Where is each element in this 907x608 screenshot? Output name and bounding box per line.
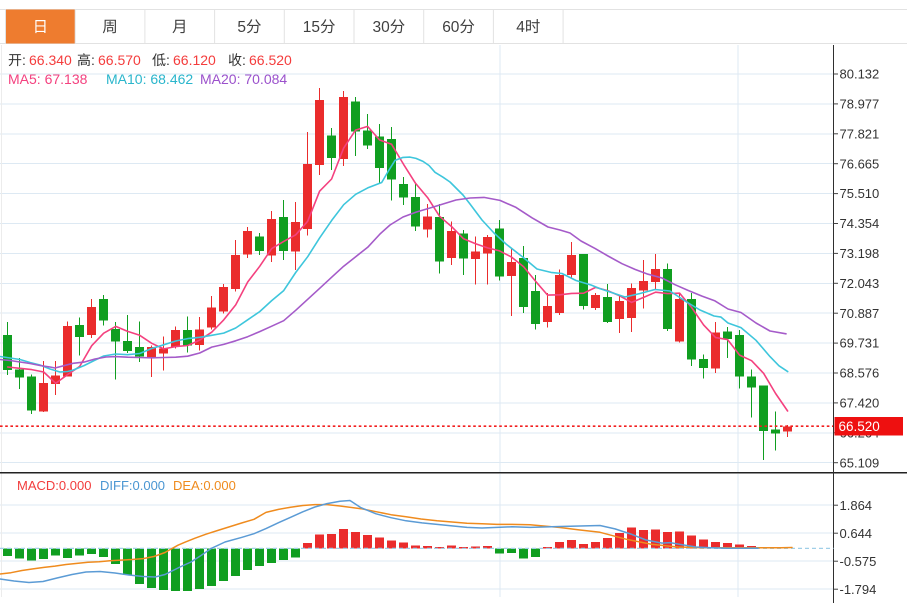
svg-text:0.644: 0.644: [840, 526, 873, 541]
svg-text:66.520: 66.520: [839, 419, 880, 434]
svg-text::: :: [166, 52, 170, 68]
svg-text:4: 4: [516, 19, 525, 36]
svg-text:MA5: 67.138: MA5: 67.138: [8, 71, 88, 87]
svg-text:69.731: 69.731: [840, 336, 880, 351]
svg-text:MA10: 68.462: MA10: 68.462: [106, 71, 193, 87]
svg-text:DEA:0.000: DEA:0.000: [173, 478, 236, 493]
svg-text:76.665: 76.665: [840, 156, 880, 171]
svg-text:-1.794: -1.794: [840, 582, 877, 597]
svg-text:-0.575: -0.575: [840, 554, 877, 569]
svg-text:DIFF:0.000: DIFF:0.000: [100, 478, 165, 493]
svg-text:75.510: 75.510: [840, 186, 880, 201]
svg-text:73.198: 73.198: [840, 246, 880, 261]
svg-text:80.132: 80.132: [840, 67, 880, 82]
svg-text:66.520: 66.520: [249, 52, 292, 68]
svg-text:72.043: 72.043: [840, 276, 880, 291]
svg-text::: :: [242, 52, 246, 68]
svg-text:30: 30: [373, 19, 391, 36]
svg-text::: :: [22, 52, 26, 68]
svg-text:66.570: 66.570: [98, 52, 141, 68]
svg-text:60: 60: [442, 19, 460, 36]
svg-text:78.977: 78.977: [840, 97, 880, 112]
svg-text:66.120: 66.120: [173, 52, 216, 68]
svg-text:67.420: 67.420: [840, 396, 880, 411]
svg-text:MA20: 70.084: MA20: 70.084: [200, 71, 287, 87]
svg-text:66.340: 66.340: [29, 52, 72, 68]
svg-text:77.821: 77.821: [840, 126, 880, 141]
svg-text:5: 5: [237, 19, 246, 36]
svg-text::: :: [91, 52, 95, 68]
svg-text:68.576: 68.576: [840, 366, 880, 381]
svg-text:15: 15: [303, 19, 320, 36]
svg-text:65.109: 65.109: [840, 455, 880, 470]
svg-text:74.354: 74.354: [840, 216, 880, 231]
svg-text:1.864: 1.864: [840, 498, 873, 513]
svg-text:MACD:0.000: MACD:0.000: [17, 478, 91, 493]
svg-text:70.887: 70.887: [840, 306, 880, 321]
